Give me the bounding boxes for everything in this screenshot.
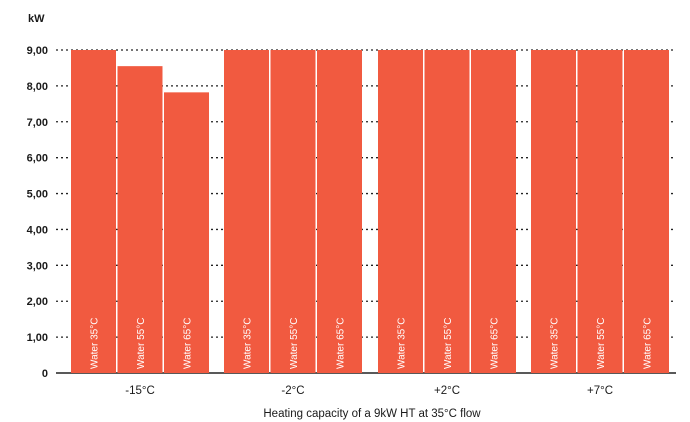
- bar-label: Water 35°C: [397, 318, 408, 369]
- bar-label: Water 55°C: [289, 318, 300, 369]
- y-tick-label: 8,00: [27, 81, 48, 93]
- bar-label: Water 65°C: [490, 318, 501, 369]
- bar: [270, 50, 316, 373]
- y-tick-label: 3,00: [27, 260, 48, 272]
- bar: [531, 50, 576, 373]
- x-category-label: -2°C: [281, 385, 304, 397]
- x-category-label: -15°C: [125, 385, 155, 397]
- bar-label: Water 65°C: [336, 318, 347, 369]
- bar: [71, 50, 116, 373]
- y-tick-label: 2,00: [27, 296, 48, 308]
- y-axis-ticks: 0 1,00 2,00 3,00 4,00 5,00 6,00 7,00 8,00 9,00: [27, 45, 48, 380]
- y-tick-label: 6,00: [27, 153, 48, 165]
- bar-label: Water 35°C: [550, 318, 561, 369]
- bar: [317, 50, 362, 373]
- bar: [624, 50, 669, 373]
- bar-label: Water 55°C: [443, 318, 454, 369]
- y-tick-label: 0: [42, 368, 48, 380]
- x-category-label: +2°C: [434, 385, 460, 397]
- bar-label: Water 35°C: [90, 318, 101, 369]
- y-tick-label: 1,00: [27, 332, 48, 344]
- y-tick-label: 4,00: [27, 224, 48, 236]
- bar-label: Water 55°C: [596, 318, 607, 369]
- bar: [117, 66, 163, 374]
- x-axis-categories: -15°C -2°C +2°C +7°C: [125, 385, 613, 397]
- chart-caption: Heating capacity of a 9kW HT at 35°C flo…: [263, 408, 481, 420]
- y-tick-label: 7,00: [27, 117, 48, 129]
- bars: Water 35°C Water 55°C Water 65°C Water 35°C…: [71, 50, 669, 374]
- bar-label: Water 55°C: [136, 318, 147, 369]
- y-tick-label: 9,00: [27, 45, 48, 57]
- bar-label: Water 35°C: [243, 318, 254, 369]
- bar-label: Water 65°C: [643, 318, 654, 369]
- bar: [424, 50, 470, 373]
- bar: [224, 50, 269, 373]
- bar: [471, 50, 516, 373]
- bar: [378, 50, 423, 373]
- bar: [577, 50, 623, 373]
- y-tick-label: 5,00: [27, 189, 48, 201]
- bar-label: Water 65°C: [183, 318, 194, 369]
- y-axis-unit-label: kW: [28, 13, 45, 25]
- bar: [164, 92, 209, 374]
- x-category-label: +7°C: [587, 385, 613, 397]
